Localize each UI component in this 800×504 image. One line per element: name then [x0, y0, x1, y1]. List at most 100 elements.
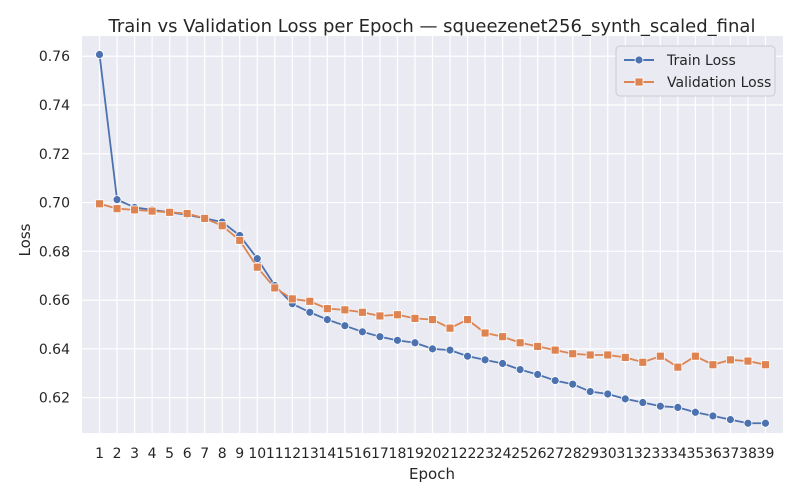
validation-loss-point — [445, 323, 455, 333]
x-tick-label: 19 — [406, 446, 424, 462]
train-loss-point — [568, 379, 578, 389]
validation-loss-point — [690, 351, 700, 361]
validation-loss-point — [252, 262, 262, 272]
validation-loss-point — [340, 305, 350, 315]
train-loss-point — [533, 370, 543, 379]
validation-loss-point — [603, 350, 613, 360]
validation-loss-point — [428, 315, 437, 325]
train-loss-point — [550, 376, 560, 385]
validation-loss-point — [147, 206, 157, 216]
y-tick-label: 0.62 — [39, 391, 70, 407]
validation-loss-point — [182, 209, 192, 218]
x-tick-label: 7 — [200, 446, 209, 462]
validation-loss-point — [287, 294, 297, 304]
x-tick-label: 25 — [511, 446, 529, 462]
legend: Train Loss Validation Loss — [615, 45, 776, 97]
x-axis-label: Epoch — [409, 465, 455, 483]
x-tick-label: 10 — [248, 446, 266, 462]
x-tick-label: 28 — [564, 446, 582, 462]
x-tick-label: 24 — [494, 446, 512, 462]
x-tick-label: 29 — [581, 446, 599, 462]
x-tick-label: 1 — [95, 446, 104, 462]
validation-loss-point — [498, 332, 508, 342]
train-loss-point — [638, 398, 648, 407]
x-tick-label: 30 — [599, 446, 617, 462]
validation-loss-point — [655, 351, 665, 361]
train-loss-point — [498, 359, 508, 368]
validation-loss-point — [165, 207, 175, 217]
x-tick-label: 3 — [130, 446, 139, 462]
validation-loss-point — [761, 360, 770, 370]
train-loss-point — [410, 338, 420, 348]
y-axis-label: Loss — [16, 223, 34, 256]
series-layer — [95, 50, 770, 428]
x-tick-label: 36 — [704, 446, 722, 462]
train-loss-point — [112, 195, 122, 205]
validation-loss-point — [638, 357, 648, 367]
x-tick-label: 22 — [459, 446, 477, 462]
validation-loss-point — [200, 214, 210, 223]
chart-title: Train vs Validation Loss per Epoch — squ… — [108, 16, 756, 37]
train-loss-point — [673, 402, 683, 412]
train-loss-point — [708, 411, 718, 421]
train-loss-point — [515, 365, 525, 374]
validation-loss-point — [620, 353, 630, 362]
y-tick-labels: 0.62 0.64 0.66 0.68 0.70 0.72 0.74 0.76 — [39, 49, 70, 406]
legend-box — [615, 45, 776, 97]
validation-loss-point — [235, 235, 245, 245]
y-tick-label: 0.72 — [39, 147, 70, 163]
x-tick-label: 32 — [634, 446, 652, 462]
train-loss-point — [357, 327, 367, 337]
x-tick-label: 12 — [283, 446, 301, 462]
validation-loss-point — [95, 199, 104, 209]
validation-loss-point — [305, 296, 315, 306]
x-tick-label: 11 — [266, 446, 284, 462]
y-tick-label: 0.68 — [39, 244, 70, 260]
validation-loss-point — [410, 313, 420, 323]
x-tick-label: 8 — [218, 446, 227, 462]
x-tick-label: 4 — [148, 446, 157, 462]
validation-loss-point — [708, 360, 718, 370]
train-loss-point — [322, 315, 332, 325]
x-tick-label: 9 — [235, 446, 244, 462]
train-loss-point — [620, 394, 630, 404]
validation-loss-point — [568, 349, 578, 359]
train-loss-point — [375, 332, 385, 342]
x-tick-label: 38 — [739, 446, 757, 462]
validation-loss-point — [322, 304, 332, 314]
x-tick-label: 21 — [441, 446, 459, 462]
validation-loss-point — [130, 205, 139, 215]
validation-loss-point — [217, 221, 227, 231]
y-tick-label: 0.64 — [39, 342, 70, 358]
x-tick-label: 14 — [318, 446, 336, 462]
x-tick-label: 26 — [529, 446, 547, 462]
x-tick-label: 34 — [669, 446, 687, 462]
x-tick-label: 39 — [757, 446, 775, 462]
train-loss-point — [95, 50, 104, 59]
y-tick-label: 0.70 — [39, 196, 70, 212]
train-loss-point — [305, 307, 315, 317]
x-tick-label: 15 — [336, 446, 354, 462]
y-tick-label: 0.76 — [39, 49, 70, 65]
train-loss-point — [603, 389, 613, 399]
x-tick-label: 23 — [476, 446, 494, 462]
train-loss-point — [428, 344, 437, 354]
x-tick-label: 17 — [371, 446, 389, 462]
train-loss-point — [340, 321, 350, 331]
train-loss-point — [761, 418, 770, 428]
validation-loss-point — [357, 307, 367, 317]
train-loss-point — [690, 407, 700, 417]
train-loss-point — [726, 415, 735, 424]
train-loss-point — [585, 387, 595, 396]
legend-label-validation: Validation Loss — [667, 75, 771, 91]
validation-loss-point — [533, 342, 543, 351]
x-tick-label: 35 — [686, 446, 704, 462]
validation-loss-point — [480, 328, 490, 338]
validation-loss-point — [270, 283, 280, 293]
validation-loss-point — [585, 350, 595, 360]
x-tick-label: 20 — [424, 446, 442, 462]
x-tick-label: 31 — [616, 446, 634, 462]
validation-loss-point — [550, 345, 560, 355]
validation-loss-point — [112, 204, 122, 214]
